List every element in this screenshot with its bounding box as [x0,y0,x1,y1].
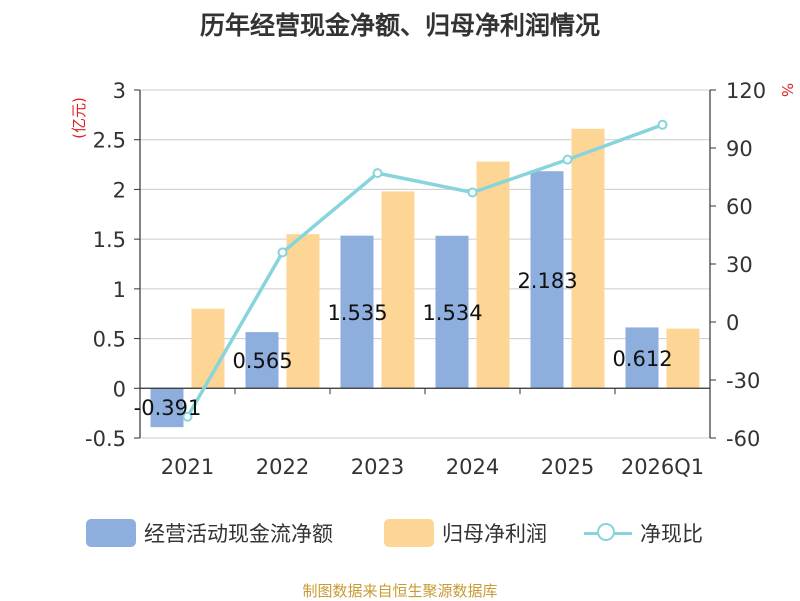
data-label-cash-flow-2022: 0.565 [232,349,292,373]
bar-cash-flow-2022 [245,332,279,389]
bar-cash-flow-2021 [150,388,184,428]
legend-item-ratio[interactable]: 净现比 [584,518,703,548]
x-tick-label-2025: 2025 [541,455,594,479]
right-tick-label: -30 [726,369,760,393]
ratio-point-2026Q1 [657,119,668,130]
right-tick-label: 90 [726,137,753,161]
bar-net-profit-2021 [191,308,225,389]
left-tick-label: 2 [113,178,126,202]
left-tick-label: 2.5 [93,129,126,153]
bar-cash-flow-2025 [530,171,564,389]
left-tick-label: 1.5 [93,228,126,252]
net-profit-swatch [384,519,434,547]
left-tick-label: 3 [113,79,126,103]
legend-label-cash-flow: 经营活动现金流净额 [144,522,333,546]
bar-cash-flow-2026Q1 [625,327,659,389]
bar-cash-flow-2023 [340,235,374,389]
legend: 经营活动现金流净额 归母净利润 净现比 [0,518,800,552]
bar-cash-flow-2024 [435,235,469,389]
ratio-swatch [584,519,632,547]
legend-label-ratio: 净现比 [640,522,703,546]
left-tick-label: 1 [113,278,126,302]
data-label-cash-flow-2026Q1: 0.612 [612,347,672,371]
right-tick-label: 30 [726,253,753,277]
legend-item-net-profit[interactable]: 归母净利润 [384,518,547,548]
bar-net-profit-2024 [476,161,510,389]
data-source: 制图数据来自恒生聚源数据库 [302,582,498,600]
x-tick-label-2021: 2021 [161,455,214,479]
chart-title: 历年经营现金净额、归母净利润情况 [199,11,600,40]
left-tick-label: 0.5 [93,328,126,352]
right-tick-label: 0 [726,311,739,335]
bar-net-profit-2022 [286,234,320,389]
data-label-cash-flow-2023: 1.535 [327,301,387,325]
x-tick-label-2024: 2024 [446,455,499,479]
ratio-point-2025 [562,154,573,165]
right-axis-unit: % [778,83,796,97]
legend-label-net-profit: 归母净利润 [442,522,547,546]
ratio-point-2024 [467,187,478,198]
bar-net-profit-2023 [381,191,415,389]
right-tick-label: 120 [726,79,766,103]
x-tick-label-2022: 2022 [256,455,309,479]
data-label-cash-flow-2025: 2.183 [517,269,577,293]
x-tick-label-2026Q1: 2026Q1 [621,455,704,479]
ratio-point-2022 [277,247,288,258]
right-tick-label: -60 [726,427,760,451]
data-label-cash-flow-2021: -0.391 [134,396,202,420]
x-tick-label-2023: 2023 [351,455,404,479]
right-tick-label: 60 [726,195,753,219]
left-tick-label: 0 [113,377,126,401]
legend-item-cash-flow[interactable]: 经营活动现金流净额 [86,518,333,548]
bar-net-profit-2026Q1 [666,328,700,389]
ratio-line [185,123,664,418]
ratio-point-2021 [182,411,193,422]
cash-flow-swatch [86,519,136,547]
left-tick-label: -0.5 [85,427,126,451]
ratio-point-2023 [372,168,383,179]
data-label-cash-flow-2024: 1.534 [422,301,482,325]
left-axis-unit: (亿元) [70,97,88,139]
bar-net-profit-2025 [571,128,605,389]
